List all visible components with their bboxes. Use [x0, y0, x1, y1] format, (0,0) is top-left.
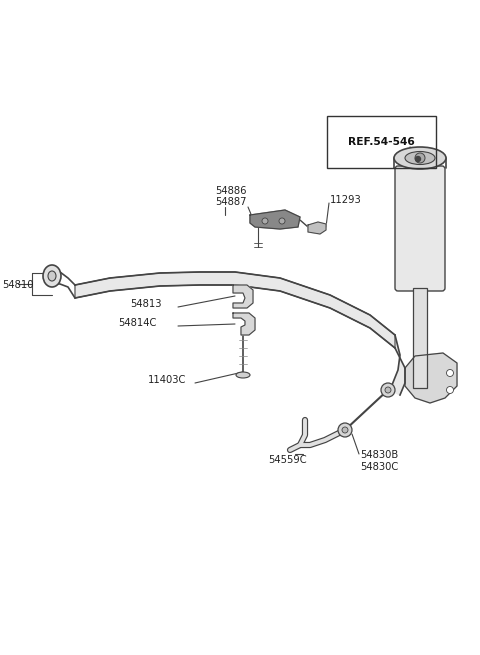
Polygon shape: [390, 335, 405, 395]
Polygon shape: [75, 272, 395, 348]
Bar: [413, 288, 427, 388]
FancyBboxPatch shape: [395, 166, 445, 291]
Text: 54886: 54886: [215, 186, 247, 196]
Text: 54813: 54813: [130, 299, 161, 309]
Ellipse shape: [236, 372, 250, 378]
Polygon shape: [250, 210, 300, 229]
Circle shape: [415, 153, 425, 163]
Ellipse shape: [405, 151, 435, 164]
Polygon shape: [405, 353, 457, 403]
Circle shape: [385, 387, 391, 393]
Text: 54830B: 54830B: [360, 450, 398, 460]
Circle shape: [338, 423, 352, 437]
Circle shape: [446, 369, 454, 377]
Polygon shape: [308, 222, 326, 234]
Circle shape: [262, 218, 268, 224]
Text: 54830C: 54830C: [360, 462, 398, 472]
Text: 11293: 11293: [330, 195, 362, 205]
Circle shape: [416, 157, 420, 162]
Ellipse shape: [394, 147, 446, 169]
Polygon shape: [233, 285, 253, 308]
Text: REF.54-546: REF.54-546: [348, 137, 415, 147]
Text: 54559C: 54559C: [268, 455, 307, 465]
Ellipse shape: [43, 265, 61, 287]
Circle shape: [446, 386, 454, 394]
Circle shape: [279, 218, 285, 224]
Polygon shape: [233, 313, 255, 335]
Circle shape: [342, 427, 348, 433]
Text: 54887: 54887: [215, 197, 247, 207]
Text: 11403C: 11403C: [148, 375, 186, 385]
Text: 54814C: 54814C: [118, 318, 156, 328]
Circle shape: [381, 383, 395, 397]
Ellipse shape: [48, 271, 56, 281]
Text: 54810: 54810: [2, 280, 34, 290]
